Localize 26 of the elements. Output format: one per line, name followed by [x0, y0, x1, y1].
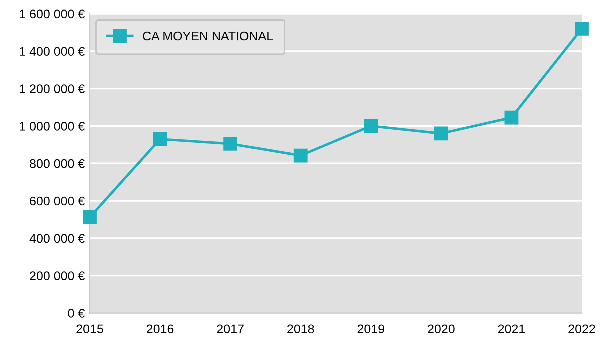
- point: [504, 110, 519, 125]
- y-tick-label: 800 000 €: [30, 159, 85, 168]
- point: [434, 126, 448, 141]
- x-tick-label: 2017: [217, 324, 244, 334]
- x-tick-label: 2021: [498, 324, 526, 334]
- x-tick-label: 2018: [288, 324, 314, 334]
- x-tick-label: 2016: [147, 324, 174, 334]
- y-tick-label: 1 600 000 €: [20, 10, 85, 19]
- y-tick-label: 0 €: [68, 309, 85, 318]
- x-tick-label: 2022: [568, 324, 596, 334]
- y-tick-label: 400 000 €: [30, 234, 85, 244]
- y-tick-label: 200 000 €: [30, 272, 85, 280]
- point: [224, 137, 238, 151]
- y-tick-label: 1 000 000 €: [20, 122, 85, 131]
- x-tick-label: 2015: [76, 324, 104, 334]
- point: [83, 210, 97, 224]
- y-tick-label: 1 400 000 €: [20, 47, 85, 56]
- y-tick-label: 1 200 000 €: [20, 84, 85, 94]
- point: [294, 148, 308, 163]
- point: [575, 22, 589, 36]
- x-tick-label: 2020: [428, 324, 455, 334]
- y-tick-label: 600 000 €: [30, 196, 85, 206]
- x-tick-label: 2019: [358, 324, 384, 334]
- point: [153, 132, 168, 146]
- legend-label: CA MOYEN NATIONAL: [143, 32, 274, 41]
- point: [364, 119, 378, 134]
